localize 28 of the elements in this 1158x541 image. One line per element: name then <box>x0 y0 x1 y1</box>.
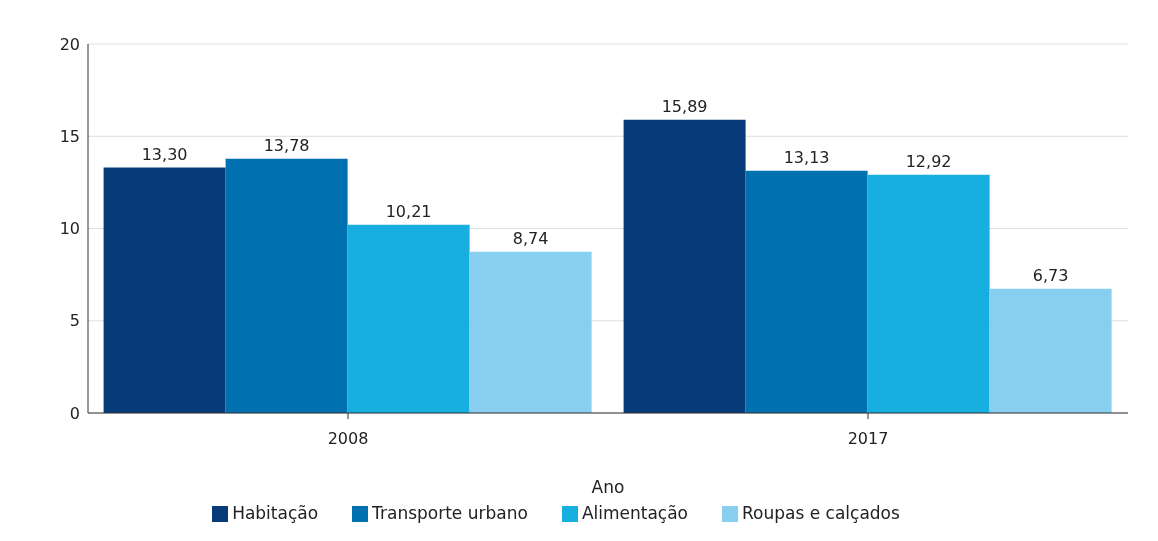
bar <box>103 167 226 413</box>
bar <box>225 158 348 413</box>
legend-label: Roupas e calçados <box>742 503 900 523</box>
data-label: 13,30 <box>141 144 188 164</box>
x-axis-title: Ano <box>591 477 625 497</box>
x-tick-label: 2008 <box>327 429 369 449</box>
legend-label: Transporte urbano <box>372 503 528 523</box>
x-tick-label: 2017 <box>847 429 889 449</box>
bar <box>745 170 868 413</box>
data-label: 6,73 <box>1032 265 1069 285</box>
y-tick-label: 10 <box>59 219 80 239</box>
bar <box>867 174 990 413</box>
data-label: 12,92 <box>905 151 952 171</box>
data-label: 15,89 <box>661 96 708 116</box>
y-tick-label: 5 <box>69 311 80 331</box>
y-tick-label: 15 <box>59 126 80 146</box>
legend-label: Habitação <box>232 503 319 523</box>
data-label: 13,13 <box>783 147 830 167</box>
bar <box>347 224 470 413</box>
legend-label: Alimentação <box>581 503 688 523</box>
bar <box>623 119 746 413</box>
data-label: 8,74 <box>512 228 549 248</box>
y-tick-label: 0 <box>69 403 80 423</box>
bar <box>469 251 592 413</box>
data-label: 10,21 <box>385 201 432 221</box>
y-tick-label: 20 <box>59 34 80 54</box>
data-label: 13,78 <box>263 135 310 155</box>
bar <box>989 288 1112 413</box>
